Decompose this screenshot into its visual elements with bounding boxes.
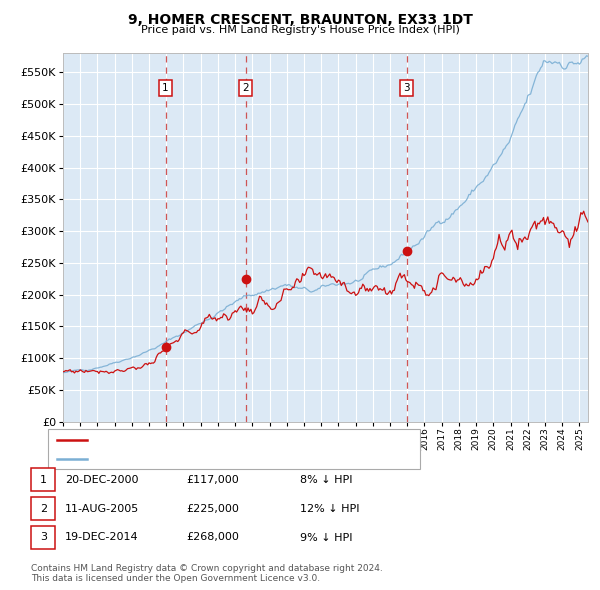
Text: £268,000: £268,000 [186,533,239,542]
Text: 3: 3 [403,83,410,93]
Text: 9, HOMER CRESCENT, BRAUNTON, EX33 1DT: 9, HOMER CRESCENT, BRAUNTON, EX33 1DT [128,13,472,27]
Text: 9% ↓ HPI: 9% ↓ HPI [300,533,353,542]
Text: 1: 1 [162,83,169,93]
Text: 9, HOMER CRESCENT, BRAUNTON, EX33 1DT (detached house): 9, HOMER CRESCENT, BRAUNTON, EX33 1DT (d… [93,435,407,445]
Text: 19-DEC-2014: 19-DEC-2014 [65,533,139,542]
Text: 2: 2 [40,504,47,513]
Text: Price paid vs. HM Land Registry's House Price Index (HPI): Price paid vs. HM Land Registry's House … [140,25,460,35]
Text: 2: 2 [242,83,249,93]
Text: £117,000: £117,000 [186,475,239,484]
Text: 1: 1 [40,475,47,484]
Text: HPI: Average price, detached house, North Devon: HPI: Average price, detached house, Nort… [93,454,341,464]
Text: 8% ↓ HPI: 8% ↓ HPI [300,475,353,484]
Text: 12% ↓ HPI: 12% ↓ HPI [300,504,359,513]
Text: 11-AUG-2005: 11-AUG-2005 [65,504,139,513]
Text: £225,000: £225,000 [186,504,239,513]
Text: Contains HM Land Registry data © Crown copyright and database right 2024.
This d: Contains HM Land Registry data © Crown c… [31,563,383,583]
Text: 3: 3 [40,533,47,542]
Text: 20-DEC-2000: 20-DEC-2000 [65,475,139,484]
